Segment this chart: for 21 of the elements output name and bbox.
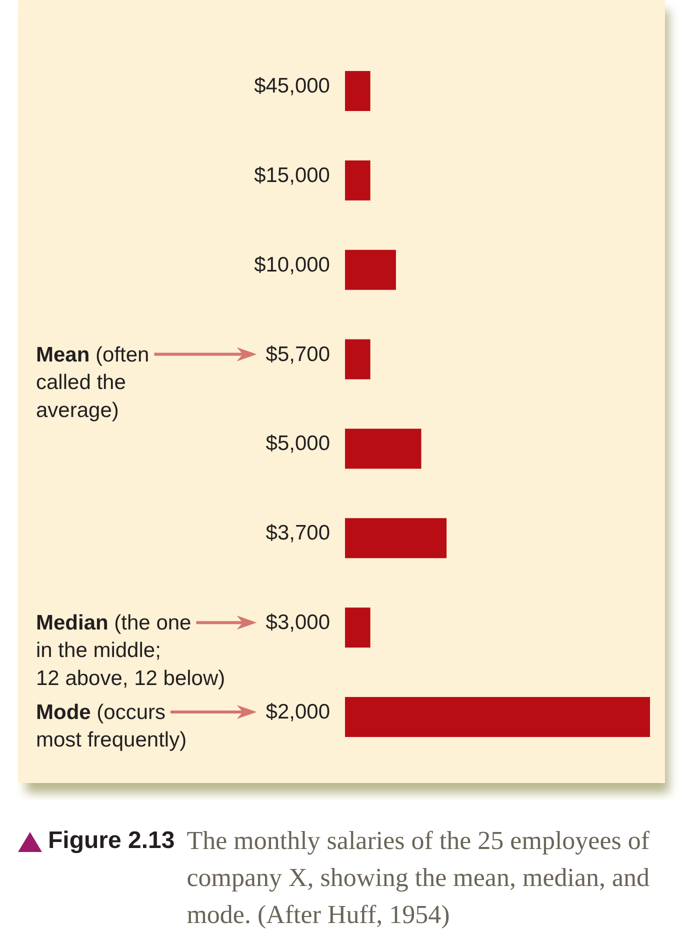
y-tick-label: $10,000	[254, 253, 330, 276]
y-tick-label: $3,700	[266, 522, 330, 545]
ref-line-label: Mean (often called the average)	[36, 342, 150, 422]
bar	[345, 697, 650, 737]
y-tick-label: $5,000	[266, 432, 330, 456]
ref-line-label: Mode (occurs most frequently)	[36, 700, 187, 752]
bar	[345, 71, 370, 111]
y-tick-label: $3,000	[266, 611, 330, 634]
y-tick-label: $5,700	[266, 342, 330, 366]
bar	[345, 339, 370, 380]
bar	[345, 428, 422, 469]
bar	[345, 518, 447, 558]
text: Figure 2.13	[48, 826, 175, 856]
y-tick-label: $15,000	[254, 164, 330, 187]
y-tick-label: $2,000	[266, 700, 330, 724]
bar	[345, 608, 370, 648]
bar	[345, 250, 396, 290]
ref-line-label: Median (the one in the middle; 12 above, 12 below)	[36, 611, 226, 690]
bar	[345, 160, 370, 200]
text: The monthly salaries of the 25 employees of company X, showing the mean, median, and mode. (After Huff, 1954)	[186, 825, 651, 931]
y-tick-label: $45,000	[254, 74, 330, 98]
